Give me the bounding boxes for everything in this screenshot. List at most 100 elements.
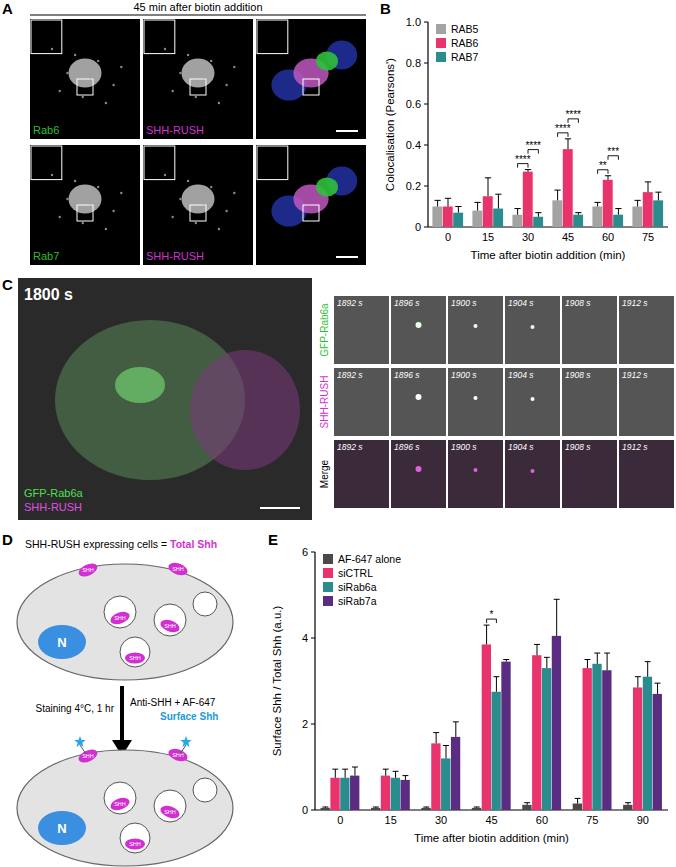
puncta	[120, 192, 122, 194]
micrograph	[143, 19, 253, 139]
puncta	[74, 54, 76, 56]
error-bar	[655, 192, 661, 200]
error-bar	[565, 139, 571, 149]
puncta	[105, 102, 107, 104]
error-cap	[554, 190, 560, 191]
error-bar	[445, 198, 451, 206]
frame-time: 1904 s	[508, 298, 534, 308]
vesicle	[531, 325, 535, 329]
protein-label: SHH	[114, 801, 126, 807]
frame: 1892 s	[334, 440, 389, 508]
y-tick-label: 2	[302, 718, 308, 730]
panel-letter: A	[2, 0, 13, 17]
error-bar	[402, 776, 408, 780]
panel-letter: E	[268, 531, 278, 548]
error-bar	[484, 625, 490, 644]
x-tick-label: 45	[485, 814, 497, 826]
error-cap	[323, 806, 329, 807]
x-tick-label: 15	[482, 231, 494, 243]
error-line	[436, 733, 437, 744]
vesicle	[474, 396, 478, 400]
y-axis	[427, 22, 428, 227]
legend-label: AF-647 alone	[338, 553, 401, 565]
row-label: SHH-RUSH	[319, 376, 330, 429]
protein-label: SHH	[82, 567, 94, 573]
bar	[613, 215, 623, 227]
error-line	[546, 657, 547, 668]
vesicle	[104, 596, 136, 628]
bar	[602, 670, 611, 810]
inset	[31, 20, 62, 54]
y-tick-label: 0	[302, 804, 308, 816]
bar	[371, 808, 380, 810]
puncta	[218, 228, 220, 230]
cell-diagram: NSHHSHHSHHSHHSHH	[17, 736, 233, 866]
vesicle	[531, 397, 535, 401]
frame-bg	[562, 296, 617, 364]
frame-time: 1908 s	[565, 298, 591, 308]
bar	[532, 655, 541, 810]
channel-label: SHH-RUSH	[146, 250, 204, 262]
vesicle	[120, 637, 150, 667]
inset-box	[77, 79, 93, 95]
error-cap	[524, 802, 530, 803]
golgi	[115, 367, 165, 403]
inset-box	[190, 79, 206, 95]
nucleus-label: N	[57, 635, 66, 650]
significance-label: **	[599, 160, 607, 171]
puncta	[59, 216, 61, 218]
micrograph	[143, 145, 253, 265]
puncta	[187, 180, 189, 182]
error-bar	[544, 657, 550, 668]
frame-time: 1900 s	[451, 442, 477, 452]
x-tick-label: 0	[445, 231, 451, 243]
error-cap	[655, 683, 661, 684]
bar	[421, 808, 430, 810]
frame: 1912 s	[619, 368, 674, 436]
error-line	[637, 677, 638, 688]
signal	[316, 177, 338, 196]
error-cap	[433, 732, 439, 733]
frame-bg	[448, 368, 503, 436]
significance-label: ***	[607, 146, 619, 157]
bar	[512, 215, 522, 227]
signal	[182, 185, 215, 214]
error-bar	[615, 209, 621, 215]
bar	[483, 196, 493, 227]
nucleus	[38, 625, 86, 659]
significance-label: ****	[555, 123, 571, 134]
inset-box	[190, 205, 206, 221]
panel-letter: B	[380, 0, 391, 17]
bar	[603, 180, 613, 227]
inset	[257, 20, 288, 54]
error-line	[637, 200, 638, 206]
protein-label: SHH	[114, 615, 126, 621]
error-cap	[393, 771, 399, 772]
channel-label: Rab7	[33, 250, 59, 262]
error-bar	[485, 178, 491, 196]
x-tick-label: 0	[337, 814, 343, 826]
frame-time: 1892 s	[337, 298, 363, 308]
micrograph	[256, 145, 366, 265]
frame: 1912 s	[619, 440, 674, 508]
frame-bg	[619, 368, 674, 436]
nucleus-label: N	[57, 821, 66, 836]
bar	[623, 805, 632, 810]
frame-bg	[391, 440, 446, 508]
puncta	[112, 84, 114, 86]
significance-label: ****	[515, 154, 531, 165]
error-cap	[554, 599, 560, 600]
puncta	[195, 96, 197, 98]
error-line	[455, 722, 456, 737]
frame-time: 1900 s	[451, 298, 477, 308]
y-tick-label: 0	[415, 221, 421, 233]
frame-time: 1904 s	[508, 442, 534, 452]
bar	[592, 664, 601, 810]
error-cap	[565, 138, 571, 139]
micrograph	[30, 145, 140, 265]
frame: 1908 s	[562, 368, 617, 436]
y-tick-label: 6	[302, 546, 308, 558]
bar	[432, 207, 442, 228]
frame-bg	[448, 440, 503, 508]
protein-label: SHH	[82, 753, 94, 759]
